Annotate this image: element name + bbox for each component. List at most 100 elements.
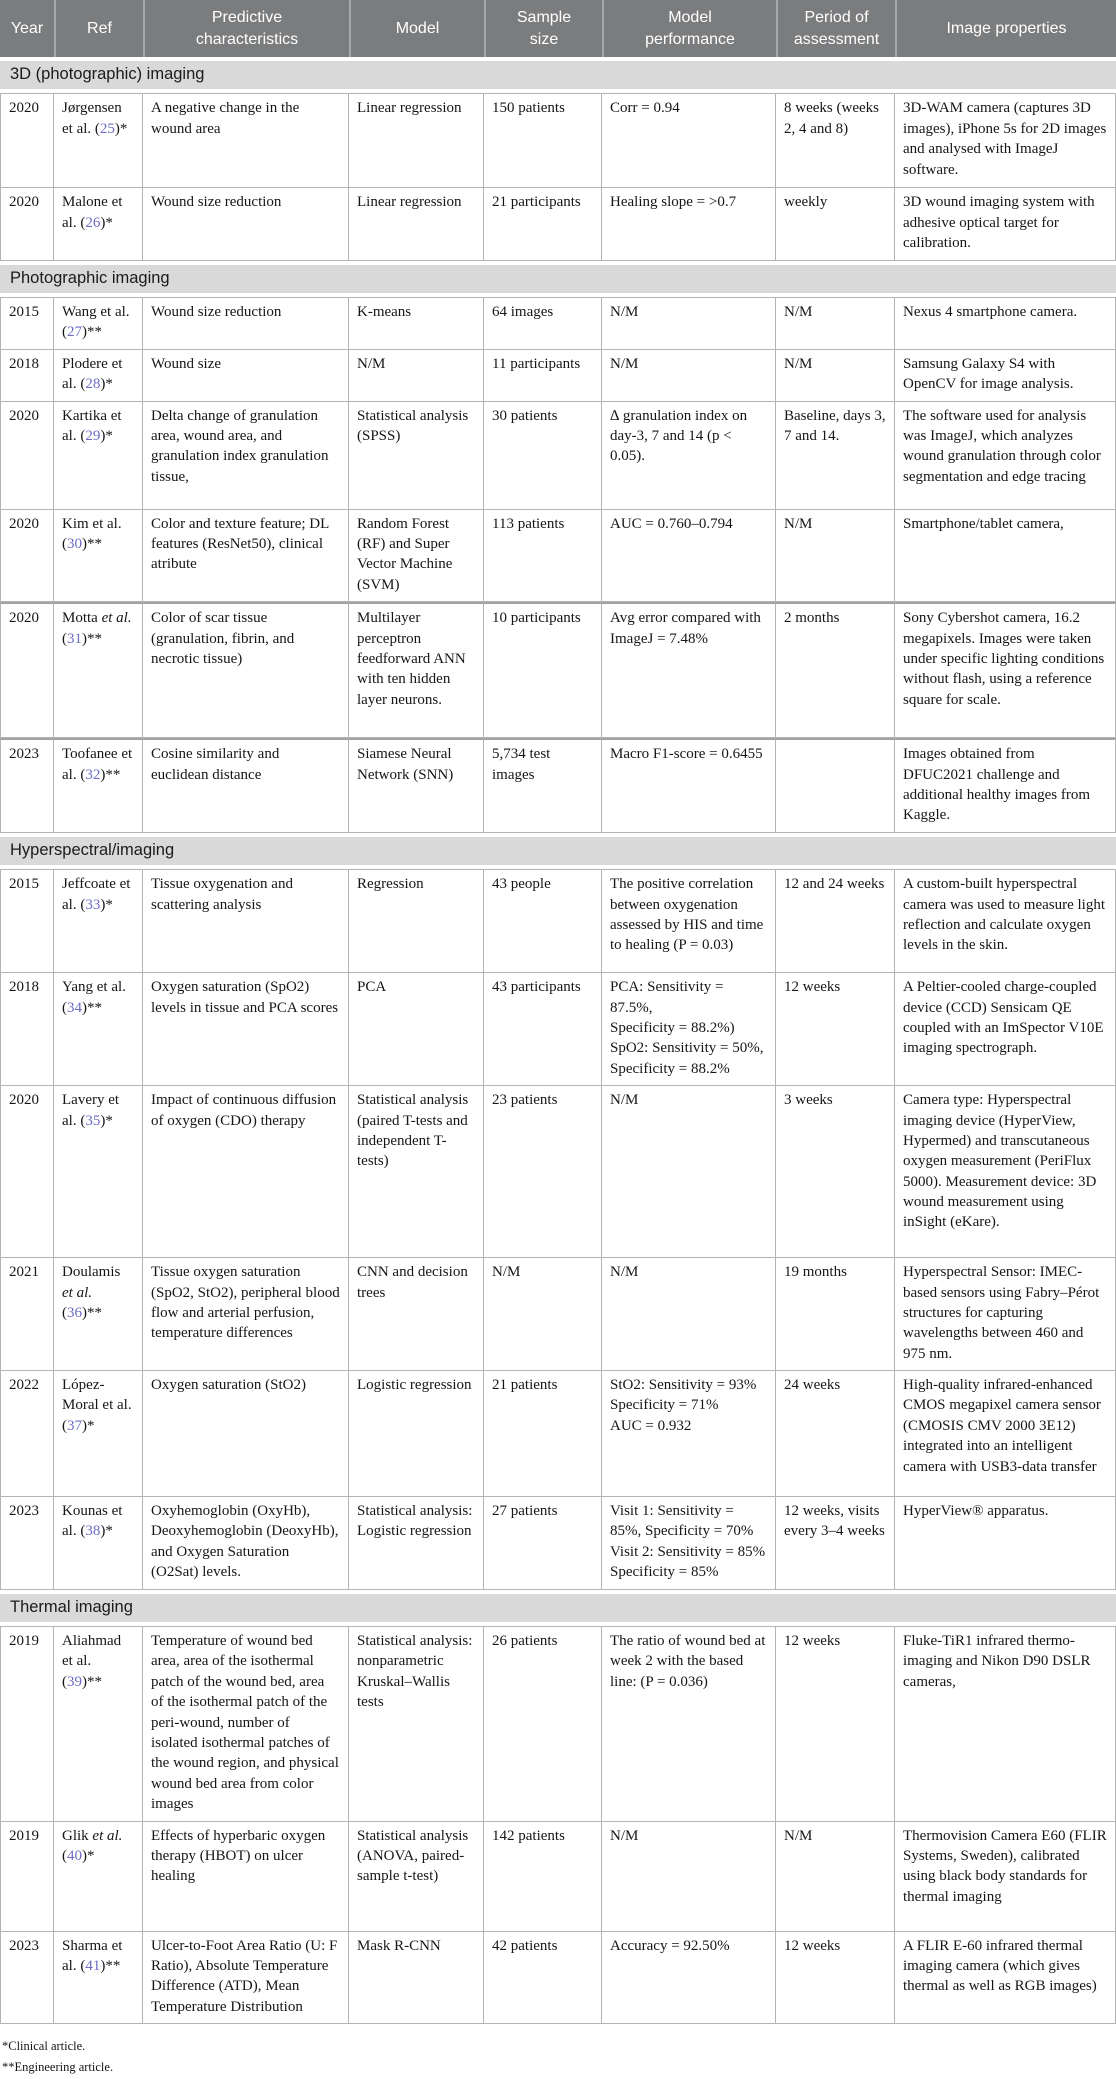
article-type-mark: ** [87, 1673, 102, 1690]
cell-sample-size: 43 participants [484, 973, 602, 1087]
citation-link[interactable]: 33 [85, 896, 101, 913]
citation-link[interactable]: 29 [85, 428, 101, 444]
et-al: et al. [100, 304, 130, 321]
author-name: Sharma [62, 1937, 108, 1954]
cell-predictive-characteristics: Delta change of granulation area, wound … [143, 401, 349, 510]
citation-link[interactable]: 36 [67, 1304, 82, 1321]
citation-link[interactable]: 40 [67, 1847, 82, 1864]
et-al: et al. [92, 1827, 123, 1844]
cell-period-of-assessment: 8 weeks (weeks 2, 4 and 8) [776, 93, 895, 189]
cell-model-performance: Accuracy = 92.50% [602, 1931, 776, 2025]
cell-predictive-characteristics: Wound size [143, 349, 349, 402]
citation-link[interactable]: 39 [67, 1673, 82, 1690]
cell-image-properties: 3D wound imaging system with adhesive op… [895, 188, 1116, 261]
article-type-mark: * [119, 120, 128, 137]
cell-ref: López-Moral et al. (37)* [54, 1371, 143, 1498]
article-type-mark: ** [87, 630, 102, 647]
citation-link[interactable]: 32 [85, 766, 101, 783]
article-type-mark: * [105, 1523, 113, 1540]
col-header-sample-size: Sample size [484, 0, 602, 57]
cell-image-properties: Images obtained from DFUC2021 challenge … [895, 738, 1116, 833]
article-type-mark: ** [105, 766, 121, 783]
cell-period-of-assessment: 2 months [776, 602, 895, 739]
citation-link[interactable]: 35 [85, 1112, 101, 1129]
table-row: 2018 Plodere et al. (28)* Wound size N/M 11 … [0, 349, 1116, 402]
table-row: 2022 López-Moral et al. (37)* Oxygen satur… [0, 1371, 1116, 1498]
cell-model-performance: N/M [602, 1821, 776, 1932]
cell-year: 2022 [0, 1371, 54, 1498]
cell-model-performance: Corr = 0.94 [602, 93, 776, 189]
cell-year: 2015 [0, 869, 54, 974]
cell-model: Statistical analysis (paired T-tests and… [349, 1086, 484, 1259]
cell-ref: Doulamis et al. (36)** [54, 1258, 143, 1372]
col-header-label: Image properties [946, 19, 1067, 37]
col-header-model-performance: Model performance [602, 0, 776, 57]
author-name: Kartika [62, 407, 107, 424]
cell-model: K-means [349, 297, 484, 350]
citation-link[interactable]: 37 [67, 1417, 82, 1434]
author-name: Jeffcoate [62, 876, 116, 893]
cell-period-of-assessment: Baseline, days 3, 7 and 14. [776, 401, 895, 510]
cell-model: Statistical analysis (SPSS) [349, 401, 484, 510]
cell-ref: Kounas et al. (38)* [54, 1497, 143, 1590]
citation-link[interactable]: 28 [85, 376, 101, 393]
section-row: Thermal imaging [0, 1590, 1116, 1626]
cell-sample-size: 23 patients [484, 1086, 602, 1259]
cell-year: 2021 [0, 1258, 54, 1372]
citation-link[interactable]: 41 [85, 1957, 101, 1974]
cell-ref: Motta et al. (31)** [54, 602, 143, 739]
et-al: et al. [62, 120, 92, 137]
table-row: 2023 Sharma et al. (41)** Ulcer-to-Foot Ar… [0, 1931, 1116, 2025]
cell-predictive-characteristics: A negative change in the wound area [143, 93, 349, 189]
cell-year: 2019 [0, 1821, 54, 1932]
table-row: 2021 Doulamis et al. (36)** Tissue oxygen … [0, 1258, 1116, 1372]
cell-period-of-assessment: N/M [776, 349, 895, 402]
cell-year: 2015 [0, 297, 54, 350]
article-type-mark: ** [105, 1957, 121, 1974]
cell-year: 2020 [0, 188, 54, 261]
cell-ref: Jørgensen et al. (25)* [54, 93, 143, 189]
cell-image-properties: Thermovision Camera E60 (FLIR Systems, S… [895, 1821, 1116, 1932]
cell-model: Statistical analysis: Logistic regressio… [349, 1497, 484, 1590]
cell-model-performance: N/M [602, 297, 776, 350]
author-name: Doulamis [62, 1264, 121, 1281]
cell-predictive-characteristics: Color of scar tissue (granulation, fibri… [143, 602, 349, 739]
citation-link[interactable]: 34 [67, 999, 82, 1016]
cell-model: Logistic regression [349, 1371, 484, 1498]
cell-period-of-assessment: N/M [776, 509, 895, 603]
section-row: Photographic imaging [0, 261, 1116, 297]
cell-sample-size: N/M [484, 1258, 602, 1372]
footnote-clinical: *Clinical article. [2, 2039, 86, 2054]
author-name: Wang [62, 304, 97, 321]
et-al: et al. [92, 515, 122, 532]
citation-link[interactable]: 26 [85, 214, 101, 231]
citation-link[interactable]: 27 [67, 324, 82, 341]
citation-link[interactable]: 31 [67, 630, 82, 647]
cell-model-performance: AUC = 0.760–0.794 [602, 509, 776, 603]
col-header-period-of-assessment: Period of assessment [776, 0, 895, 57]
cell-model-performance: The ratio of wound bed at week 2 with th… [602, 1626, 776, 1822]
et-al: et al. [62, 355, 123, 393]
cell-ref: Kim et al. (30)** [54, 509, 143, 603]
cell-ref: Sharma et al. (41)** [54, 1931, 143, 2025]
cell-ref: Aliahmad et al. (39)** [54, 1626, 143, 1822]
cell-model-performance: Macro F1-score = 0.6455 [602, 738, 776, 833]
cell-predictive-characteristics: Tissue oxygenation and scattering analys… [143, 869, 349, 974]
citation-link[interactable]: 38 [85, 1523, 101, 1540]
table-row: 2015 Wang et al. (27)** Wound size reducti… [0, 297, 1116, 350]
table-row: 2020 Jørgensen et al. (25)* A negative cha… [0, 93, 1116, 189]
table-body: 3D (photographic) imaging 2020 Jørgensen e… [0, 57, 1116, 2025]
citation-link[interactable]: 30 [67, 536, 82, 552]
section-row: Hyperspectral/imaging [0, 833, 1116, 869]
cell-year: 2020 [0, 93, 54, 189]
col-header-label: Model performance [645, 8, 735, 48]
citation-link[interactable]: 25 [99, 120, 115, 137]
cell-model: Siamese Neural Network (SNN) [349, 738, 484, 833]
cell-period-of-assessment: 24 weeks [776, 1371, 895, 1498]
cell-model-performance: The positive correlation between oxygena… [602, 869, 776, 974]
cell-image-properties: Fluke-TiR1 infrared thermo-imaging and N… [895, 1626, 1116, 1822]
article-type-mark: * [105, 896, 113, 913]
cell-predictive-characteristics: Wound size reduction [143, 297, 349, 350]
cell-ref: Glik et al. (40)* [54, 1821, 143, 1932]
article-type-mark: ** [87, 1304, 102, 1321]
